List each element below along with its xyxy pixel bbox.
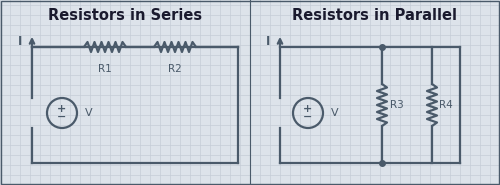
Text: I: I <box>18 34 22 48</box>
Text: R3: R3 <box>390 100 404 110</box>
Text: R2: R2 <box>168 64 182 74</box>
Text: V: V <box>331 108 338 118</box>
Text: I: I <box>266 34 270 48</box>
Text: R4: R4 <box>439 100 453 110</box>
Text: +: + <box>58 104 66 114</box>
Text: R1: R1 <box>98 64 112 74</box>
Text: +: + <box>304 104 312 114</box>
Text: Resistors in Parallel: Resistors in Parallel <box>292 8 458 23</box>
Text: −: − <box>58 112 66 122</box>
Text: −: − <box>304 112 312 122</box>
Text: V: V <box>85 108 92 118</box>
Text: Resistors in Series: Resistors in Series <box>48 8 202 23</box>
